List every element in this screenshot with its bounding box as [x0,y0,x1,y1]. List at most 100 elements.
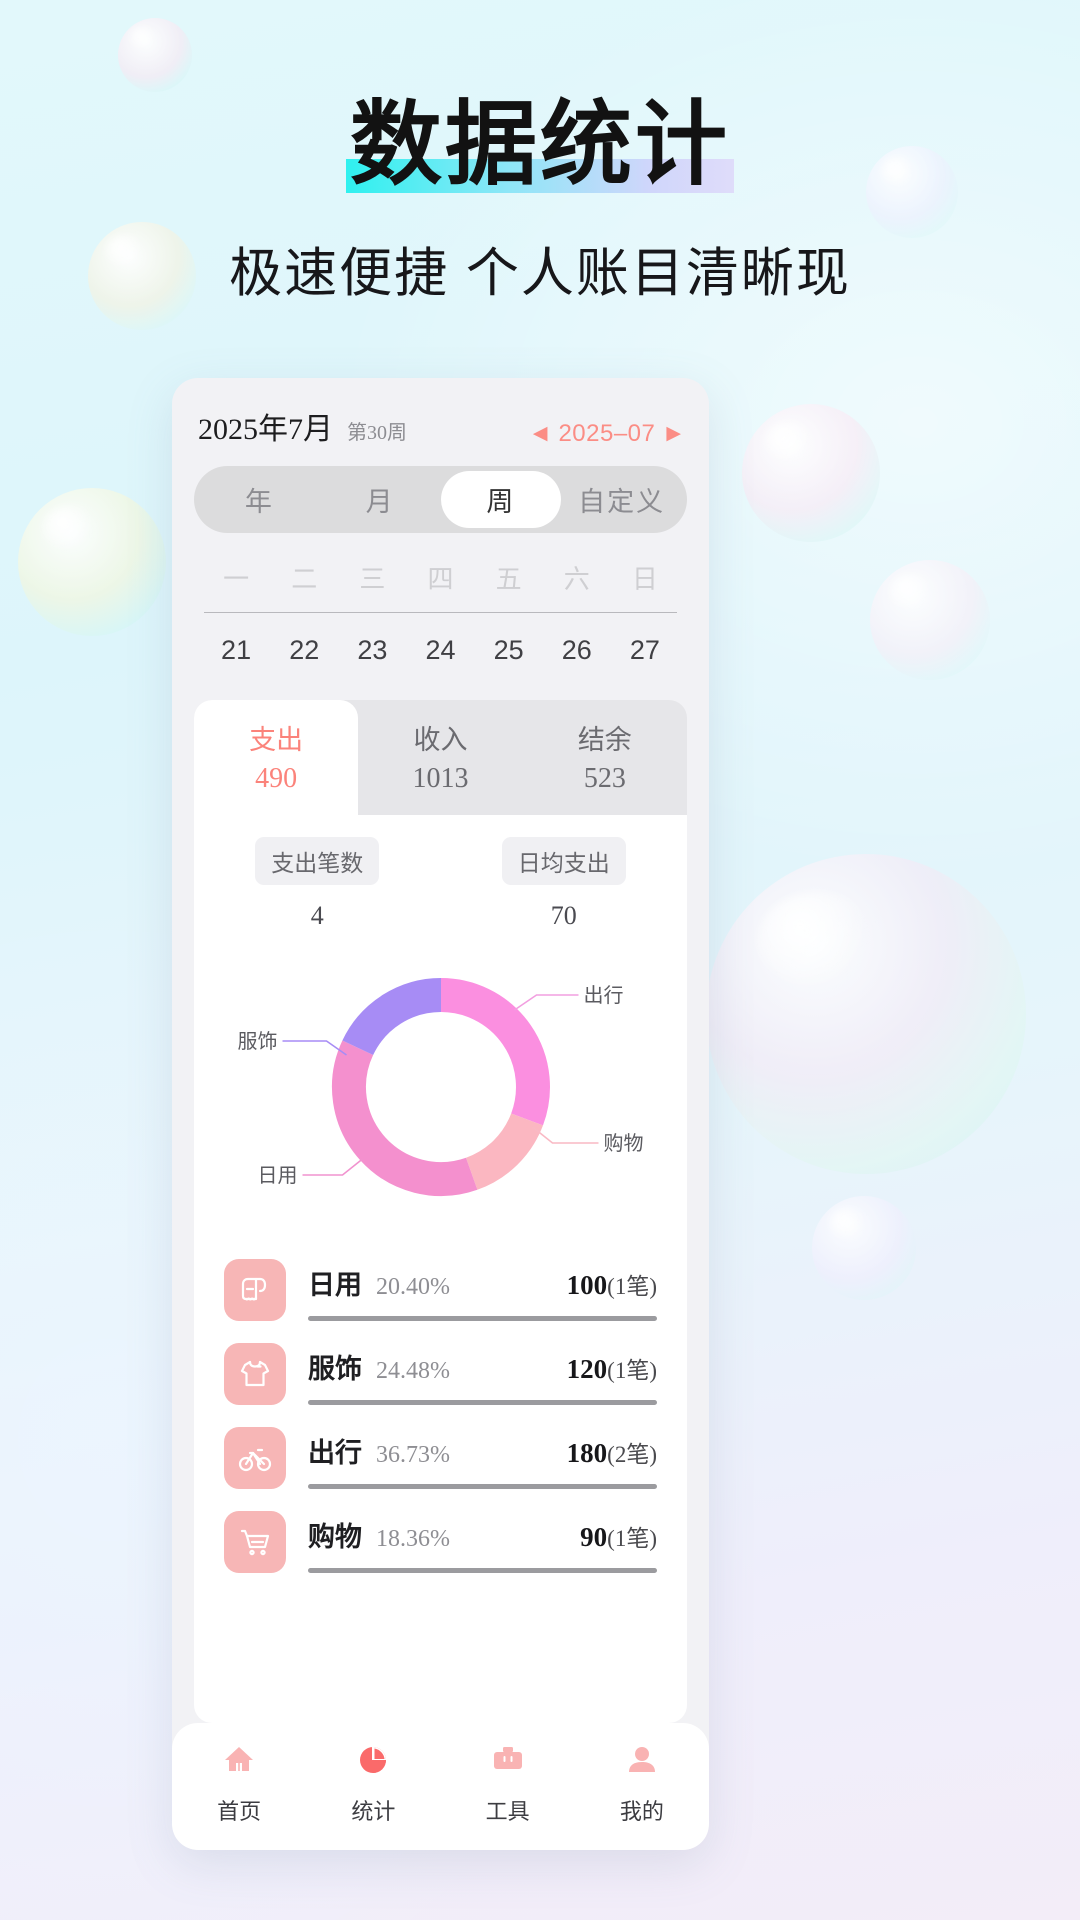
weekday-label: 五 [495,564,522,594]
category-content: 出行 36.73% 180 (2笔) [308,1427,657,1489]
weekday-label: 六 [563,564,590,594]
category-progress-bar [308,1568,657,1573]
weekday-row: 一 二 三 四 五 六 日 [202,559,679,596]
category-line: 购物 18.36% 90 (1笔) [308,1515,657,1554]
category-amount: 180 [566,1438,608,1468]
donut-svg: 出行 购物 日用 服饰 [237,978,643,1197]
category-list: 日用 20.40% 100 (1笔) [194,1245,687,1581]
week-of-year-label: 第30周 [347,422,407,444]
donut-slice-riyong [331,1040,477,1197]
toilet-paper-icon [224,1259,286,1321]
segment-year[interactable]: 年 [244,487,274,517]
tab-expense-value: 490 [255,763,298,794]
category-row[interactable]: 日用 20.40% 100 (1笔) [224,1245,657,1329]
tab-balance-value: 523 [583,763,626,794]
category-percent: 36.73% [376,1442,450,1468]
category-name: 日用 [308,1270,362,1300]
tab-income-value: 1013 [412,763,469,794]
page-title: 数据统计 [344,94,736,196]
page-title-text: 数据统计 [349,94,730,196]
category-percent: 24.48% [376,1358,450,1384]
nav-item-home[interactable]: 首页 [172,1741,306,1826]
month-nav-value: 2025–07 [558,419,656,447]
donut-slice-gouwu [464,1112,543,1190]
tab-expense-label: 支出 [249,725,304,755]
date-cell[interactable]: 21 [221,635,252,665]
title-highlight-bar [345,159,734,194]
category-line: 服饰 24.48% 120 (1笔) [308,1347,657,1386]
category-amount: 100 [566,1270,608,1300]
kpi-expense-count-value: 4 [310,901,324,930]
date-cell[interactable]: 25 [493,635,524,665]
category-row[interactable]: 购物 18.36% 90 (1笔) [224,1497,657,1581]
callout-label-gouwu: 购物 [603,1132,643,1155]
statistics-panel: 支出笔数 4 日均支出 70 [194,815,687,1723]
date-header: 2025年7月 第30周 ◀ 2025–07 ▶ [172,378,709,462]
kpi-expense-count: 支出笔数 4 [194,837,441,931]
month-navigator[interactable]: ◀ 2025–07 ▶ [533,420,681,448]
date-cell[interactable]: 27 [629,635,660,665]
kpi-daily-average-value: 70 [550,901,577,930]
year-month-label: 2025年7月 [198,413,333,446]
category-count: (1笔) [607,1274,657,1299]
bottom-navigation[interactable]: 首页 统计 工具 我的 [172,1723,709,1850]
tab-balance-label: 结余 [577,725,632,755]
tshirt-icon [224,1343,286,1405]
donut-callout-lines [282,994,598,1176]
category-line: 出行 36.73% 180 (2笔) [308,1431,657,1470]
category-line: 日用 20.40% 100 (1笔) [308,1263,657,1302]
nav-item-tools[interactable]: 工具 [441,1741,575,1826]
nav-label-home: 首页 [217,1799,262,1824]
kpi-row: 支出笔数 4 日均支出 70 [194,837,687,931]
tab-balance[interactable]: 结余 523 [523,700,687,815]
category-name: 购物 [308,1522,362,1552]
category-name: 出行 [308,1438,362,1468]
category-progress-bar [308,1484,657,1489]
tab-income-label: 收入 [413,725,468,755]
weekday-label: 日 [631,564,658,594]
hero-header: 数据统计 极速便捷 个人账目清晰现 [0,94,1080,307]
weekday-label: 二 [291,564,318,594]
bicycle-icon [224,1427,286,1489]
nav-item-statistics[interactable]: 统计 [306,1741,440,1826]
segment-week[interactable]: 周 [440,471,562,528]
category-progress-bar [308,1400,657,1405]
tab-expense[interactable]: 支出 490 [194,700,359,815]
home-icon [220,1741,258,1784]
callout-label-riyong: 日用 [257,1165,297,1187]
tab-income[interactable]: 收入 1013 [358,700,522,815]
nav-label-profile: 我的 [619,1799,664,1824]
category-amount: 90 [580,1522,608,1552]
date-cell[interactable]: 24 [425,635,456,665]
category-percent: 20.40% [376,1274,450,1300]
category-count: (1笔) [607,1358,657,1383]
briefcase-icon [489,1741,527,1784]
weekday-label: 三 [359,564,386,594]
week-strip: 一 二 三 四 五 六 日 21 22 23 24 25 26 27 [202,559,679,666]
donut-slice-chuxing [439,978,550,1126]
shopping-cart-icon [224,1511,286,1573]
category-row[interactable]: 服饰 24.48% 120 (1笔) [224,1329,657,1413]
category-amount: 120 [566,1354,608,1384]
donut-slice-fushi [341,978,442,1056]
period-segmented-control[interactable]: 年 月 周 自定义 [194,466,687,533]
date-cell[interactable]: 26 [561,635,592,665]
segment-custom[interactable]: 自定义 [578,487,666,517]
kpi-expense-count-chip: 支出笔数 [255,837,380,885]
weekday-label: 四 [427,564,454,594]
donut-callout-labels: 出行 购物 日用 服饰 [237,984,643,1187]
page-subtitle: 极速便捷 个人账目清晰现 [229,244,851,304]
summary-tabs[interactable]: 支出 490 收入 1013 结余 523 [194,700,687,815]
date-cell[interactable]: 22 [289,635,320,665]
category-row[interactable]: 出行 36.73% 180 (2笔) [224,1413,657,1497]
nav-label-statistics: 统计 [351,1799,396,1824]
segment-month[interactable]: 月 [365,487,395,517]
date-number-row[interactable]: 21 22 23 24 25 26 27 [202,635,679,666]
pie-chart-icon [354,1741,392,1784]
person-icon [623,1741,661,1784]
date-cell[interactable]: 23 [357,635,388,665]
prev-month-icon[interactable]: ◀ [532,423,548,444]
week-divider [204,612,677,613]
nav-item-profile[interactable]: 我的 [575,1741,709,1826]
next-month-icon[interactable]: ▶ [666,423,681,444]
